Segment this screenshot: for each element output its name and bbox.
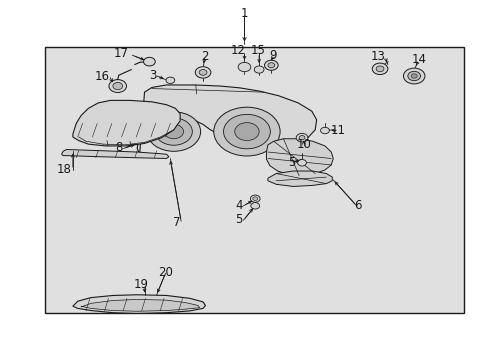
Polygon shape [61,149,168,158]
Text: 18: 18 [57,163,71,176]
Circle shape [109,80,126,93]
Circle shape [254,66,264,73]
Text: 8: 8 [115,140,122,153]
Circle shape [252,197,257,201]
Circle shape [410,74,416,78]
Circle shape [296,134,307,142]
Circle shape [297,159,306,166]
Polygon shape [266,139,332,176]
Text: 6: 6 [353,199,361,212]
Text: 20: 20 [158,266,173,279]
Circle shape [238,62,250,72]
Polygon shape [267,171,331,186]
Text: 12: 12 [231,44,245,57]
Text: 14: 14 [411,53,426,66]
Text: 2: 2 [201,50,208,63]
Circle shape [234,123,259,140]
Circle shape [403,68,424,84]
Circle shape [143,57,155,66]
Circle shape [250,203,259,209]
Text: 10: 10 [296,138,311,151]
Text: 16: 16 [94,69,109,82]
Text: 5: 5 [234,213,242,226]
Polygon shape [73,295,205,314]
Circle shape [371,63,387,75]
Circle shape [223,114,270,149]
Text: 19: 19 [133,278,148,291]
Text: 7: 7 [173,216,181,229]
Circle shape [320,127,329,134]
Polygon shape [81,300,199,311]
Text: 9: 9 [268,49,276,62]
Text: 13: 13 [370,50,385,63]
Bar [44,47,463,313]
Circle shape [250,195,260,202]
Circle shape [375,66,383,72]
Text: 3: 3 [149,69,156,82]
Circle shape [163,125,183,139]
Circle shape [147,112,200,151]
Circle shape [299,135,305,140]
Text: 11: 11 [330,124,345,137]
Text: 4: 4 [234,199,242,212]
Text: 17: 17 [114,47,129,60]
Circle shape [213,107,280,156]
Text: 5: 5 [288,156,295,168]
Polygon shape [137,85,316,154]
Circle shape [113,82,122,90]
Text: 15: 15 [250,44,265,57]
Circle shape [155,118,192,145]
Circle shape [195,67,210,78]
Circle shape [199,69,206,75]
Polygon shape [73,100,180,146]
Text: 1: 1 [240,7,248,20]
Circle shape [407,71,420,81]
Circle shape [165,77,174,84]
Circle shape [264,60,278,70]
Circle shape [267,63,274,68]
